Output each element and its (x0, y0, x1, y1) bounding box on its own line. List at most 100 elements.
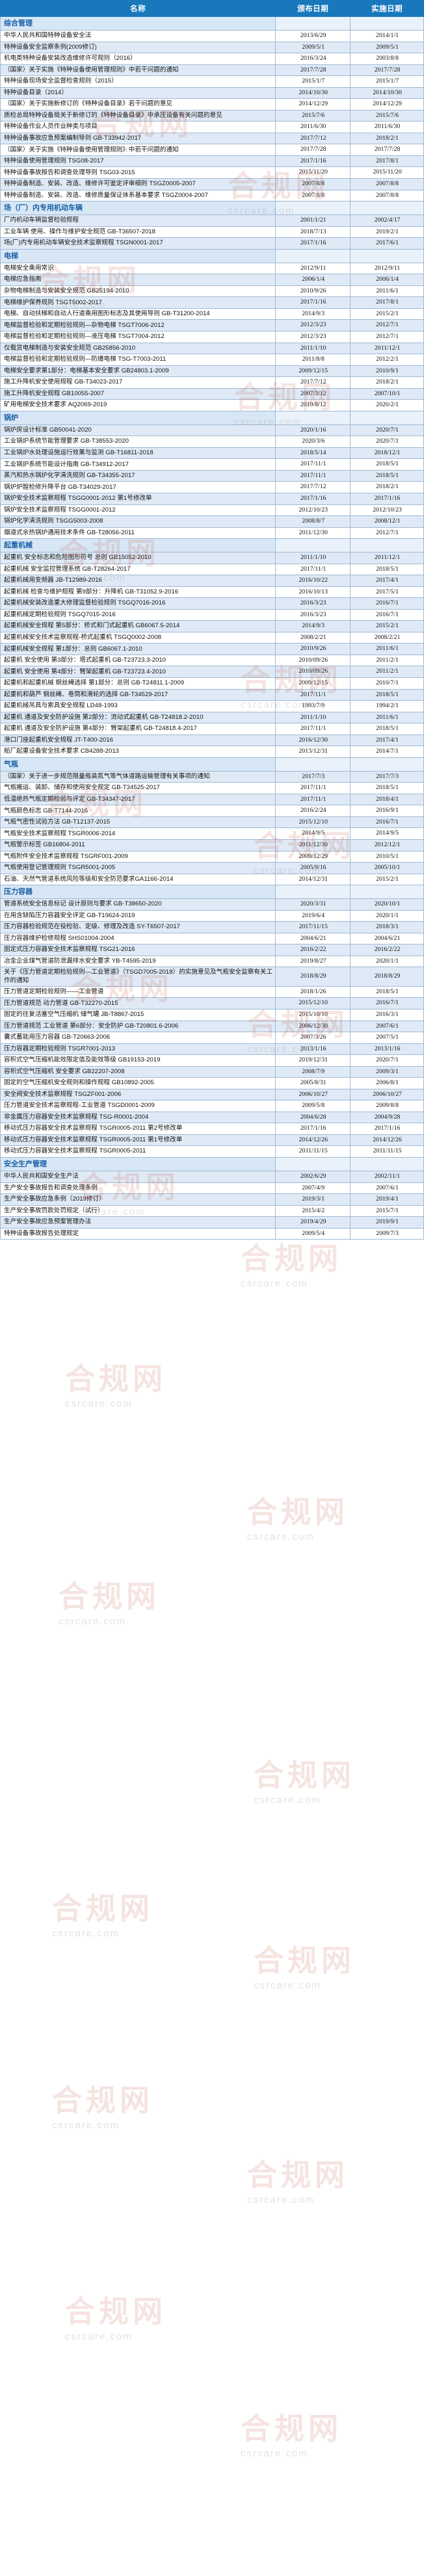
issue-date: 2008/2/21 (275, 631, 351, 644)
effective-date: 2018/5/1 (350, 985, 424, 998)
effective-date: 2011/11/15 (350, 1145, 424, 1158)
table-row: 质检总局特种设备局关于新修订的《特种设备目录》中承压设备有关问题的意见 2015/… (0, 109, 424, 122)
regulation-name: 气瓶气密性试验方法 GB-T12137-2015 (0, 816, 276, 829)
issue-date: 2017/11/1 (275, 563, 351, 576)
regulation-name: 压力管道安全技术监察规程-工业管道 TSGD0001-2009 (0, 1100, 276, 1112)
effective-date: 2018/5/1 (350, 782, 424, 794)
table-body: 综合管理 中华人民共和国特种设备安全法 2013/6/29 2014/1/1 特种设备安… (0, 16, 424, 1240)
issue-date: 2017/11/1 (275, 782, 351, 794)
issue-date (275, 201, 351, 216)
regulation-name: 移动式压力容器安全技术监察规程 TSGR0005-2011 第1号修改单 (0, 1134, 276, 1147)
table-row: 施工升降机安全规程 GB10055-2007 2007/3/12 2007/10/1 (0, 387, 424, 400)
watermark-17: 合规网 csrcare.com (52, 1892, 153, 1939)
table-row: 中华人民共和国安全生产法 2002/6/29 2002/11/1 (0, 1170, 424, 1183)
column-header-issue-date: 颁布日期 (275, 0, 351, 17)
issue-date: 2017/7/12 (275, 132, 351, 145)
effective-date: 2018/5/1 (350, 458, 424, 471)
table-row: 船厂起重设备安全技术要求 CB4288-2013 2013/12/31 2014/7… (0, 746, 424, 758)
regulation-name: 厂内机动车辆监督检验规程 (0, 215, 276, 227)
regulation-name: 杂物电梯制造与安装安全规范 GB25194-2010 (0, 285, 276, 298)
regulation-name: 电梯维护保养规则 TSGT5002-2017 (0, 296, 276, 309)
effective-date: 2009/3/1 (350, 1065, 424, 1078)
issue-date (275, 538, 351, 553)
regulation-name: 特种设备制造、安装、改造、维修许可鉴定评审细则 TSGZ0005-2007 (0, 177, 276, 190)
issue-date: 2017/11/1 (275, 469, 351, 482)
effective-date: 2020/7/1 (350, 424, 424, 437)
regulation-name: 仅载货电梯制造与安装安全规范 GB25856-2010 (0, 342, 276, 355)
issue-date: 2014/12/26 (275, 1134, 351, 1147)
watermark-13: 合规网 csrcare.com (65, 1362, 166, 1409)
table-row: 压力管道规范 动力管道 GB-T32270-2015 2015/12/10 2016… (0, 997, 424, 1009)
table-row: 囊式蓄能用压力容器 GB-T20663-2006 2007/3/26 2007/5/… (0, 1032, 424, 1044)
table-row: （国家）关于实施《特种设备使用管理规则》中若干问题的通知 2017/7/28 201… (0, 144, 424, 156)
issue-date: 2005/9/16 (275, 862, 351, 874)
effective-date: 2005/10/1 (350, 862, 424, 874)
issue-date: 2014/9/3 (275, 307, 351, 320)
table-row: 管道系统安全信息标记 设计原则与要求 GB-T38650-2020 2020/3/… (0, 898, 424, 911)
effective-date: 2011/6/30 (350, 121, 424, 133)
regulation-name: 工业锅炉水处理设施运行效果与监测 GB-T16811-2018 (0, 447, 276, 460)
effective-date: 2015/2/1 (350, 620, 424, 632)
regulation-name: 特种设备现场安全监督检查规则（2015） (0, 75, 276, 88)
regulation-name: 起重机械安全规程 第5部分：桥式和门式起重机 GB6067.5-2014 (0, 620, 276, 632)
table-row: 生产安全事故应急条例（2019修订） 2019/3/1 2019/4/1 (0, 1193, 424, 1206)
effective-date: 2018/8/29 (350, 967, 424, 987)
issue-date: 2014/12/31 (275, 873, 351, 886)
issue-date: 2015/1/7 (275, 75, 351, 88)
regulation-name: 起重机 安全标志和危险图形符号 总则 GB15052-2010 (0, 552, 276, 564)
regulation-name: 容积式空气压缩机能效限定值及能效等级 GB19153-2019 (0, 1054, 276, 1067)
table-row: 固定式压力容器安全技术监察规程 TSG21-2016 2016/2/22 2016/… (0, 944, 424, 956)
table-row: 生产安全事故报告和调查处理条例 2007/4/9 2007/6/1 (0, 1182, 424, 1195)
regulation-name: 生产安全事故应急条例（2019修订） (0, 1193, 276, 1206)
table-row: 在用含缺陷压力容器安全评定 GB-T19624-2019 2019/6/4 2020… (0, 909, 424, 922)
table-row: 起重机械安全规程 第1部分：总则 GB6067.1-2010 2010/9/26 2… (0, 643, 424, 655)
effective-date: 2018/4/1 (350, 793, 424, 806)
table-row: 矿用电梯安全技术要求 AQ2069-2019 2019/8/12 2020/2/1 (0, 399, 424, 411)
regulation-name: 电梯安全乘用常识 (0, 262, 276, 275)
issue-date: 2015/7/6 (275, 109, 351, 122)
table-section-row: 压力容器 (0, 885, 424, 900)
effective-date: 2014/7/1 (350, 746, 424, 758)
issue-date: 2017/11/1 (275, 793, 351, 806)
regulation-name: 固定的往复活塞空气压缩机 储气罐 JB-T8867-2015 (0, 1008, 276, 1021)
regulation-name: 生产安全事故应急预案管理办法 (0, 1216, 276, 1229)
issue-date (275, 410, 351, 425)
effective-date: 2012/9/11 (350, 262, 424, 275)
issue-date: 2015/11/20 (275, 166, 351, 179)
regulation-name: 电梯监督检验和定期检验规则—杂物电梯 TSGT7006-2012 (0, 319, 276, 332)
regulation-name: 气瓶警示标签 GB16804-2011 (0, 839, 276, 852)
regulation-name: （国家）关于实施《特种设备使用管理规则》中若干问题的通知 (0, 144, 276, 156)
effective-date: 2008/12/1 (350, 515, 424, 528)
table-section-row: 电梯 (0, 248, 424, 263)
issue-date: 2017/7/28 (275, 144, 351, 156)
issue-date: 2015/12/10 (275, 816, 351, 829)
issue-date: 2012/10/23 (275, 504, 351, 517)
effective-date: 2019/9/1 (350, 1216, 424, 1229)
effective-date: 2006/1/4 (350, 274, 424, 286)
effective-date: 2018/3/1 (350, 921, 424, 933)
issue-date: 2004/6/28 (275, 1111, 351, 1124)
table-row: 起重机 安全使用 第3部分：塔式起重机 GB-T23723.3-2010 2010… (0, 654, 424, 667)
effective-date: 2015/7/6 (350, 109, 424, 122)
effective-date: 2018/5/1 (350, 688, 424, 701)
issue-date: 2019/6/4 (275, 909, 351, 922)
effective-date: 2011/6/1 (350, 711, 424, 724)
table-row: 起重机械吊具与索具安全规程 LD48-1993 1993/7/9 1994/2/1 (0, 700, 424, 712)
watermark-19: 合规网 csrcare.com (52, 2083, 153, 2131)
regulation-name: 电梯、自动扶梯和自动人行道乘用图形标志及其使用导则 GB-T31200-2014 (0, 307, 276, 320)
regulation-name: 起重机械安全规程 第1部分：总则 GB6067.1-2010 (0, 643, 276, 655)
issue-date: 2001/1/21 (275, 215, 351, 227)
table-row: 杂物电梯制造与安装安全规范 GB25194-2010 2010/9/26 2011/… (0, 285, 424, 298)
issue-date: 2017/7/28 (275, 64, 351, 77)
effective-date: 2016/7/1 (350, 608, 424, 621)
effective-date: 2013/1/16 (350, 1043, 424, 1056)
effective-date: 2016/7/1 (350, 816, 424, 829)
table-row: 固定的空气压缩机安全规则和操作规程 GB10892-2005 2005/8/31 2… (0, 1077, 424, 1089)
effective-date (350, 885, 424, 900)
table-row: 工业锅炉系统节能管理要求 GB-T38553-2020 2020/3/6 2020/… (0, 436, 424, 448)
regulation-name: 特种设备制造、安装、改造、维修质量保证体系基本要求 TSGZ0004-2007 (0, 189, 276, 202)
issue-date: 2011/1/10 (275, 552, 351, 564)
watermark-20: 合规网 csrcare.com (247, 2158, 349, 2205)
issue-date: 2015/4/2 (275, 1204, 351, 1217)
effective-date: 2018/12/1 (350, 447, 424, 460)
